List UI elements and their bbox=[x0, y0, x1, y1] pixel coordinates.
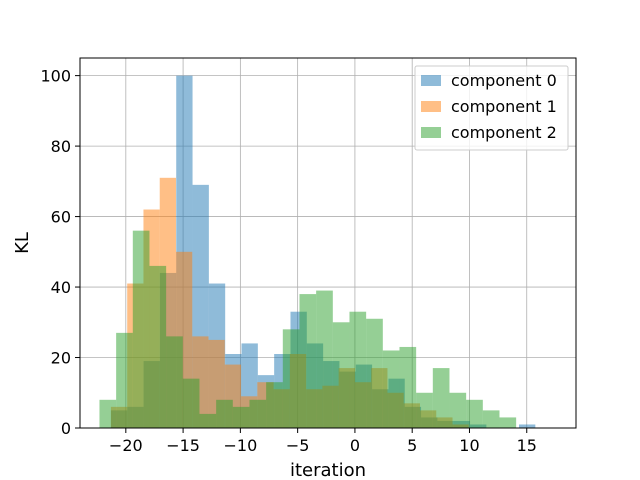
histogram-bar bbox=[216, 399, 233, 428]
histogram-bar bbox=[116, 332, 133, 428]
x-tick-label: 0 bbox=[350, 436, 360, 455]
y-axis-ticks: 0 20 40 60 80 100 bbox=[40, 67, 80, 438]
histogram-bar bbox=[299, 294, 317, 428]
histogram-bar bbox=[449, 392, 467, 428]
histogram-bar bbox=[232, 406, 250, 428]
histogram-bar bbox=[266, 382, 283, 428]
histogram-bar bbox=[182, 378, 200, 428]
y-axis-label: KL bbox=[12, 232, 33, 254]
y-tick-label: 40 bbox=[51, 278, 71, 297]
bars bbox=[99, 75, 536, 428]
legend-swatch bbox=[421, 127, 441, 138]
histogram-bar bbox=[482, 410, 500, 428]
legend-swatch bbox=[421, 101, 441, 112]
y-tick-label: 100 bbox=[40, 67, 71, 86]
legend: component 0 component 1 component 2 bbox=[414, 65, 569, 151]
legend-label: component 1 bbox=[451, 97, 557, 116]
x-tick-label: −10 bbox=[223, 436, 257, 455]
y-tick-label: 20 bbox=[51, 349, 71, 368]
histogram-bar bbox=[282, 329, 300, 428]
histogram-bar bbox=[382, 350, 400, 428]
histogram-bar bbox=[99, 399, 117, 428]
legend-swatch bbox=[421, 75, 441, 86]
histogram-bar bbox=[466, 399, 483, 428]
x-tick-label: 5 bbox=[407, 436, 417, 455]
histogram-bar bbox=[499, 417, 517, 428]
histogram-bar bbox=[199, 413, 217, 428]
x-tick-label: 10 bbox=[459, 436, 479, 455]
legend-box bbox=[414, 65, 569, 151]
x-tick-label: −5 bbox=[286, 436, 310, 455]
histogram-bar bbox=[432, 368, 450, 428]
y-tick-label: 80 bbox=[51, 137, 71, 156]
histogram-bar bbox=[132, 230, 150, 428]
series-2-bars bbox=[99, 230, 517, 428]
plot-frame bbox=[79, 57, 577, 429]
histogram-bar bbox=[399, 346, 417, 428]
histogram-bar bbox=[316, 290, 333, 428]
x-tick-label: 15 bbox=[517, 436, 537, 455]
histogram-bar bbox=[416, 392, 433, 428]
histogram-bar bbox=[332, 322, 350, 428]
legend-label: component 0 bbox=[451, 71, 557, 90]
histogram-bar bbox=[249, 399, 267, 428]
x-tick-label: −15 bbox=[166, 436, 200, 455]
x-axis-ticks: −20 −15 −10 −5 0 5 10 15 bbox=[109, 428, 537, 455]
histogram-bar bbox=[166, 336, 183, 428]
y-tick-label: 60 bbox=[51, 208, 71, 227]
legend-label: component 2 bbox=[451, 123, 557, 142]
histogram-bar bbox=[519, 424, 536, 428]
x-axis-label: iteration bbox=[290, 460, 366, 480]
histogram-bar bbox=[366, 318, 383, 428]
y-tick-label: 0 bbox=[61, 419, 71, 438]
x-tick-label: −20 bbox=[109, 436, 143, 455]
histogram-bar bbox=[149, 265, 167, 428]
histogram-bar bbox=[349, 311, 367, 428]
